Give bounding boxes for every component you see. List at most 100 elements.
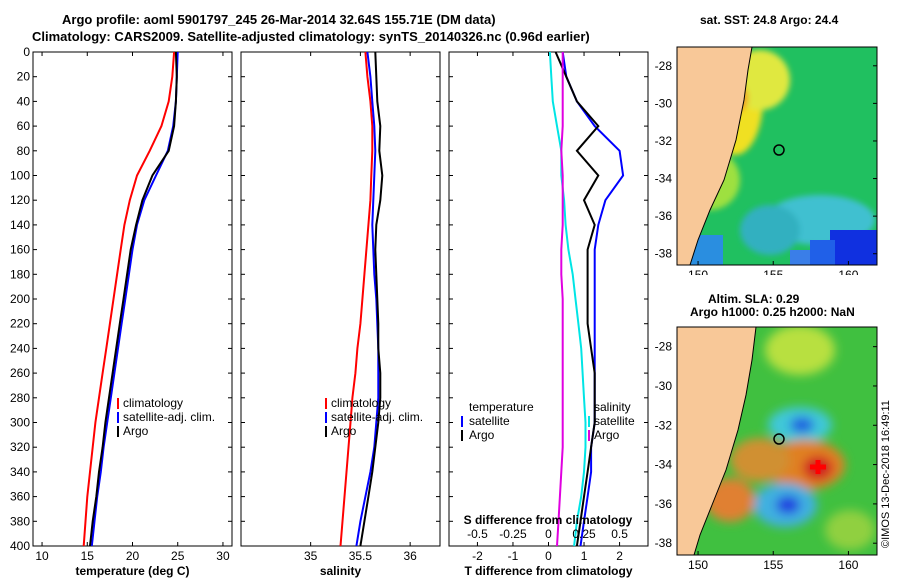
x-tick-label-top: 0: [545, 527, 552, 541]
sst-argo-marker: [773, 144, 785, 156]
sst-map: 150 155 160 -28 -30 -32 -34 -36 -38: [655, 46, 878, 275]
map-x-tick-label: 160: [838, 268, 858, 275]
sla-land: [677, 327, 757, 555]
x-axis-label: temperature (deg C): [75, 564, 189, 578]
sst-cold-block-3: [790, 250, 810, 265]
sla-argo-marker: [773, 433, 785, 445]
depth-tick-label: 100: [10, 169, 30, 183]
depth-tick-label: 80: [17, 144, 31, 158]
map-y-tick-label: -38: [655, 247, 673, 261]
series-line-climatology: [82, 51, 176, 547]
series-line-salinity-satellite: [548, 51, 587, 547]
sst-cool-patch-2: [740, 205, 800, 255]
map-y-tick-label: -34: [655, 458, 673, 472]
depth-tick-label: 60: [17, 119, 31, 133]
depth-tick-label: 320: [10, 440, 30, 454]
x-tick-label: -1: [508, 549, 519, 563]
series-line-temperature-argo: [554, 51, 600, 547]
series-line-climatology: [339, 51, 374, 547]
x-tick-label: -2: [472, 549, 483, 563]
legend-label: climatology: [123, 396, 183, 410]
legend-label: satellite: [469, 414, 510, 428]
legend-label: Argo: [469, 428, 495, 442]
sla-pos-west: [730, 438, 790, 482]
x-tick-label: 15: [81, 549, 95, 563]
series-line-temperature-satellite: [561, 51, 625, 547]
map-y-tick-label: -28: [655, 340, 673, 354]
map-x-tick-label: 155: [763, 558, 783, 572]
header-line-2: Climatology: CARS2009. Satellite-adjuste…: [32, 29, 590, 44]
sla-map-frame: [676, 326, 878, 556]
sla-pos-north: [765, 327, 835, 375]
depth-tick-label: 260: [10, 366, 30, 380]
sla-map: 150 155 160 -28 -30 -32 -34 -36 -38: [655, 326, 878, 572]
x-tick-label-top: 0.25: [572, 527, 596, 541]
sst-map-frame: [676, 46, 878, 266]
depth-tick-label: 180: [10, 267, 30, 281]
map-x-tick-label: 160: [838, 558, 858, 572]
legend-label: Argo: [594, 428, 620, 442]
x-tick-label-top: -0.25: [499, 527, 527, 541]
series-line-satellite-adj-clim-: [355, 51, 380, 547]
depth-tick-label: 40: [17, 94, 31, 108]
sla-map-subtitle: Argo h1000: 0.25 h2000: NaN: [690, 305, 855, 319]
legend-label: satellite: [594, 414, 635, 428]
map-y-tick-label: -32: [655, 418, 673, 432]
legend-title-temperature: temperature: [469, 400, 534, 414]
panel-1-frame: [240, 51, 441, 547]
legend-label: satellite-adj. clim.: [331, 410, 423, 424]
x-tick-label: 2: [616, 549, 623, 563]
sst-cold-block-2: [810, 240, 835, 265]
x-axis-label: salinity: [320, 564, 362, 578]
sst-map-title: sat. SST: 24.8 Argo: 24.4: [700, 13, 839, 27]
map-y-tick-label: -34: [655, 172, 673, 186]
sla-max-marker: [810, 460, 826, 474]
depth-tick-label: 140: [10, 218, 30, 232]
x-tick-label: 10: [35, 549, 49, 563]
sla-map-title: Altim. SLA: 0.29: [708, 292, 800, 306]
legend-label: Argo: [123, 424, 149, 438]
depth-tick-label: 20: [17, 70, 31, 84]
depth-tick-label: 0: [23, 45, 30, 59]
depth-tick-label: 400: [10, 539, 30, 553]
x-tick-label-top: 0.5: [611, 527, 628, 541]
x-tick-label: 25: [171, 549, 185, 563]
sla-neg-core-2: [776, 496, 800, 514]
legend-label: Argo: [331, 424, 357, 438]
depth-tick-label: 360: [10, 490, 30, 504]
x-tick-label: 1: [581, 549, 588, 563]
depth-tick-label: 240: [10, 341, 30, 355]
x-tick-label: 35: [304, 549, 318, 563]
x-tick-label: 36: [403, 549, 417, 563]
depth-tick-label: 280: [10, 391, 30, 405]
legend-label: satellite-adj. clim.: [123, 410, 215, 424]
map-y-tick-label: -28: [655, 59, 673, 73]
x-tick-label: 0: [545, 549, 552, 563]
map-y-tick-label: -36: [655, 497, 673, 511]
sla-neg-core-1: [790, 417, 814, 433]
x-tick-label: 35.5: [349, 549, 373, 563]
x-axis-label-top: S difference from climatology: [464, 513, 633, 527]
series-line-satellite-adj-clim-: [90, 51, 179, 547]
sst-land: [677, 47, 753, 265]
map-x-tick-label: 150: [688, 268, 708, 275]
map-x-tick-label: 150: [688, 558, 708, 572]
map-y-tick-label: -38: [655, 536, 673, 550]
profile-charts: 0204060801001201401601802002202402602803…: [10, 45, 649, 578]
depth-tick-label: 380: [10, 514, 30, 528]
legend-title-salinity: salinity: [594, 400, 631, 414]
series-line-argo: [359, 51, 384, 547]
map-y-tick-label: -32: [655, 134, 673, 148]
x-axis-label: T difference from climatology: [464, 564, 632, 578]
depth-tick-label: 120: [10, 193, 30, 207]
x-tick-label: 20: [126, 549, 140, 563]
sst-cold-block: [830, 230, 877, 265]
depth-tick-label: 220: [10, 317, 30, 331]
depth-tick-label: 200: [10, 292, 30, 306]
map-y-tick-label: -36: [655, 209, 673, 223]
map-y-tick-label: -30: [655, 96, 673, 110]
x-tick-label: 30: [216, 549, 230, 563]
series-line-argo: [89, 51, 178, 547]
series-line-salinity-argo: [556, 52, 564, 547]
legend-label: climatology: [331, 396, 391, 410]
